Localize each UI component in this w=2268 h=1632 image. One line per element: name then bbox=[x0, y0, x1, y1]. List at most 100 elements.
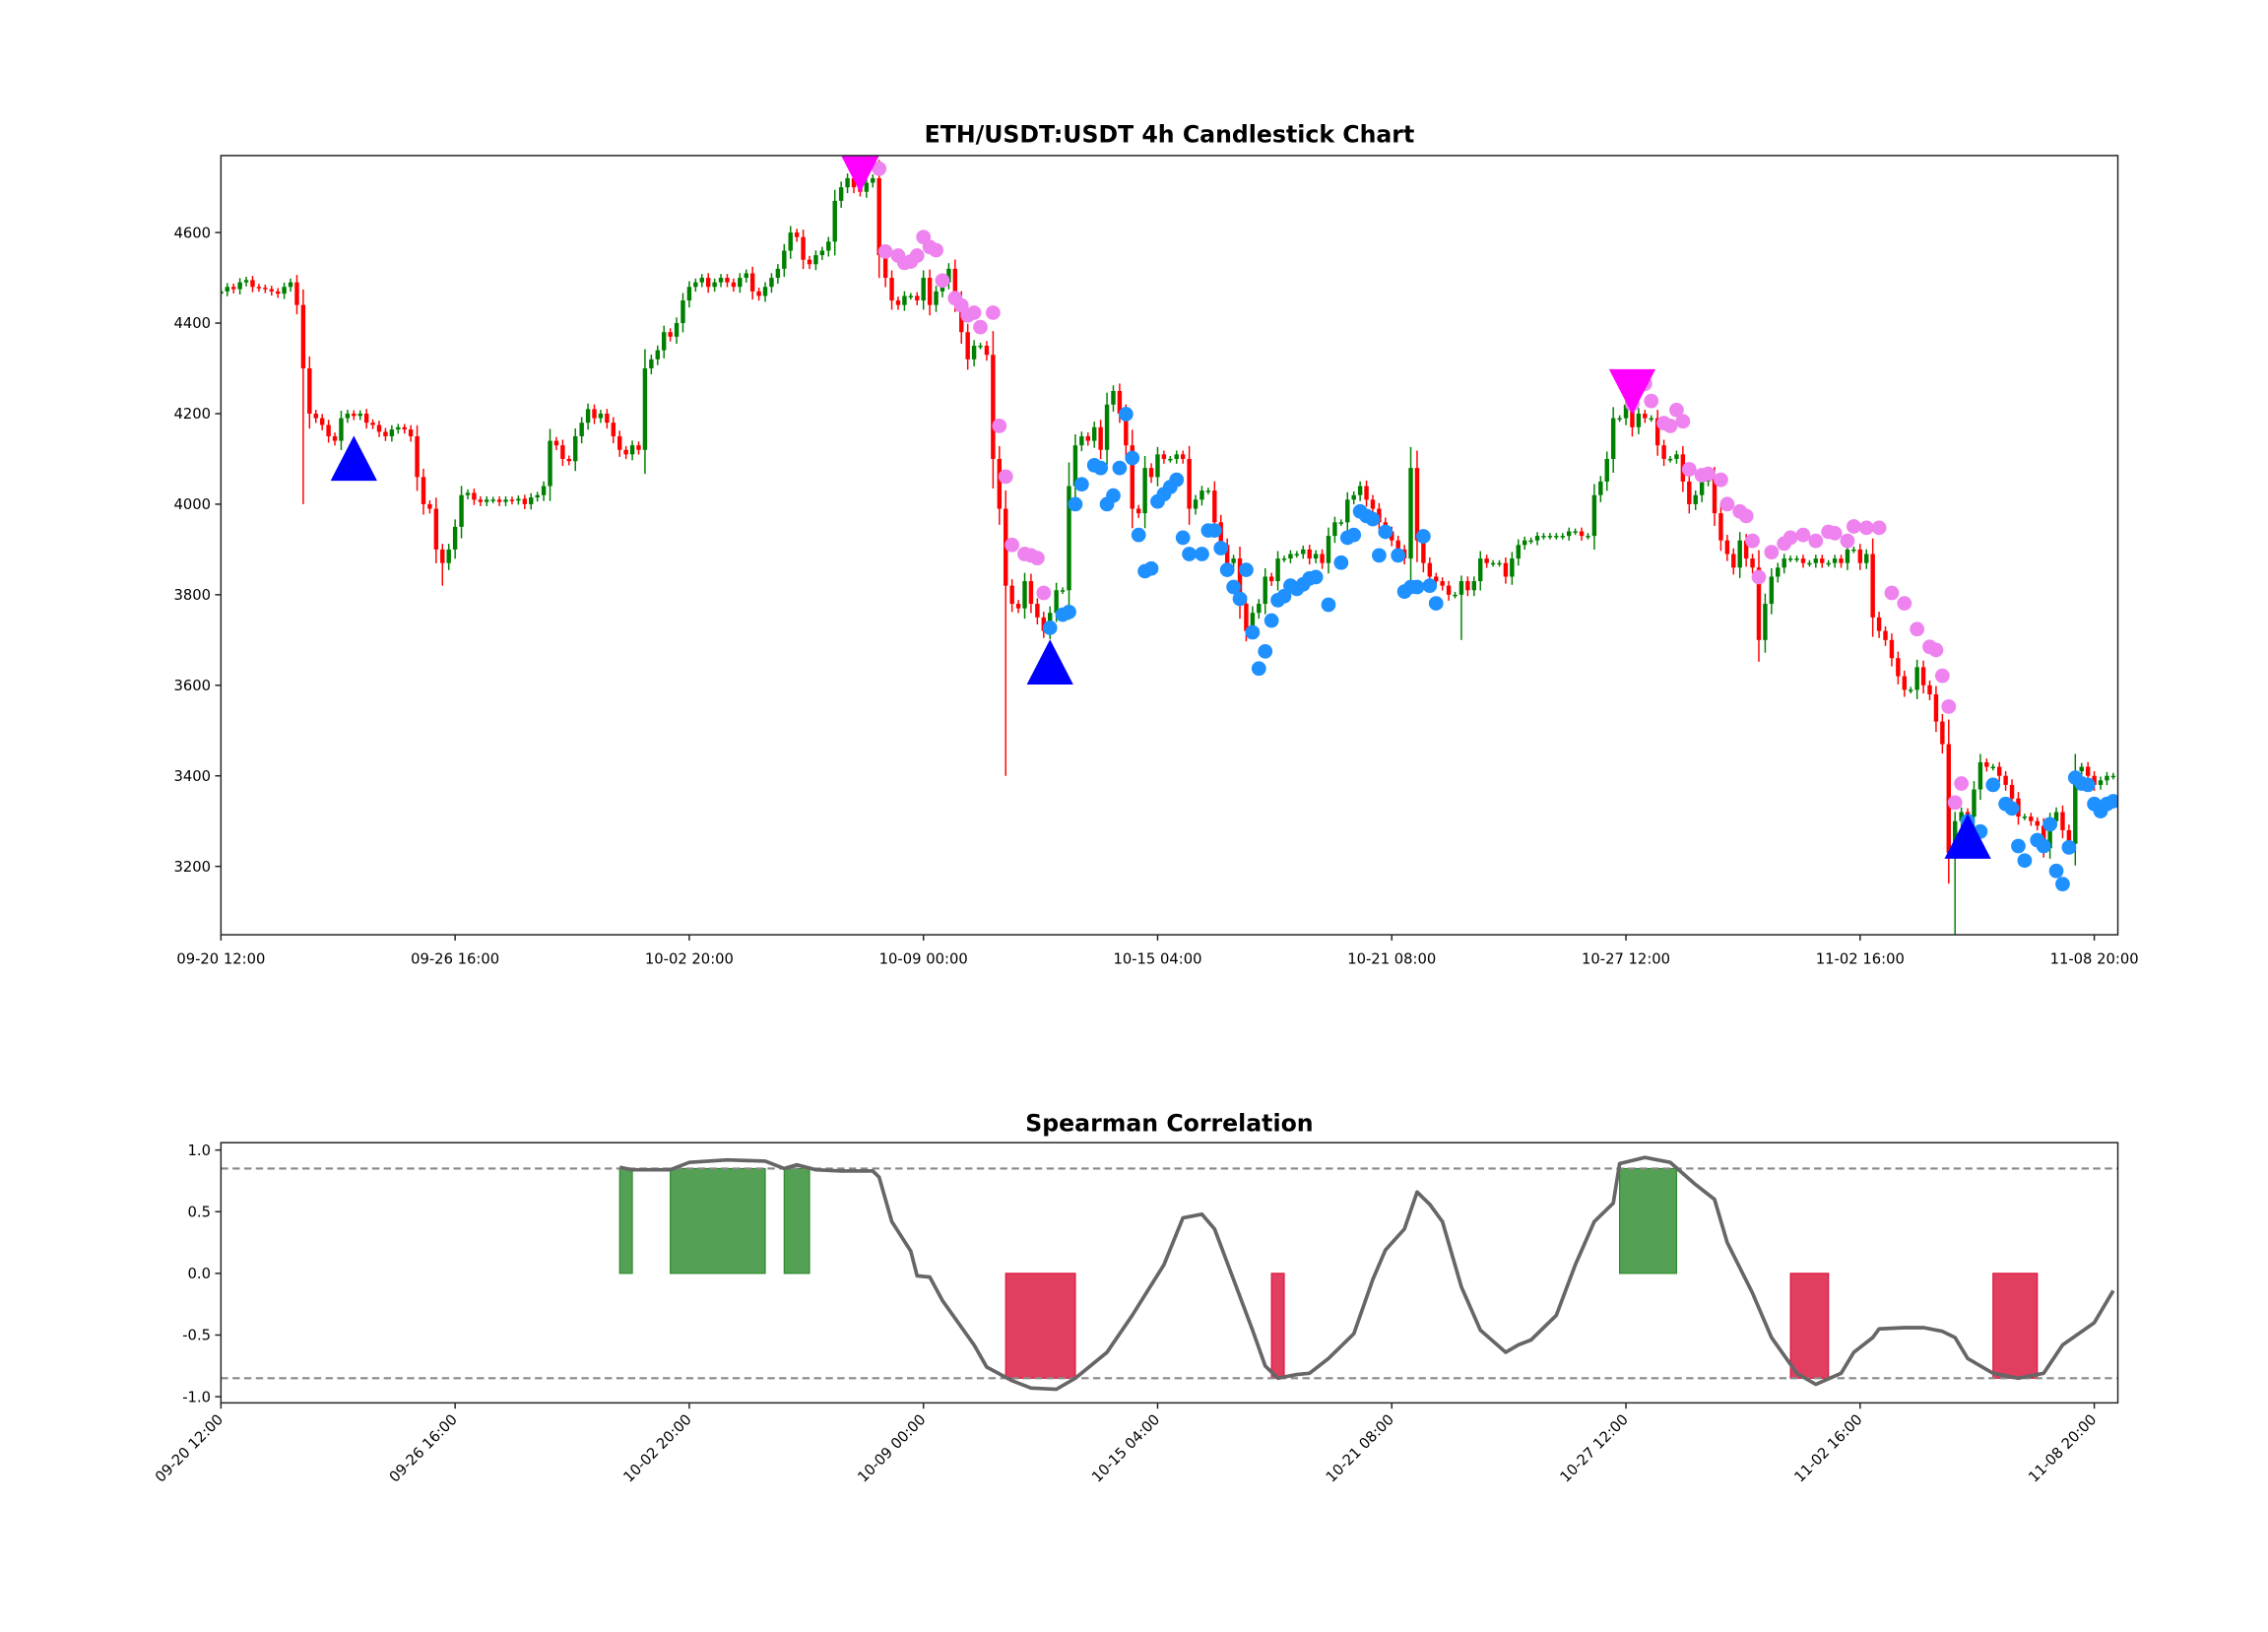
candle-body bbox=[592, 409, 597, 419]
high-dot bbox=[1910, 621, 1925, 637]
candle-body bbox=[738, 278, 743, 288]
high-dot bbox=[998, 469, 1013, 485]
candle-body bbox=[560, 445, 565, 459]
high-dot bbox=[1954, 776, 1970, 791]
candle-body bbox=[1390, 531, 1394, 541]
candle-body bbox=[1421, 540, 1426, 563]
candle-body bbox=[1579, 531, 1585, 537]
candle-body bbox=[642, 368, 648, 450]
candle-body bbox=[509, 499, 515, 501]
high-dot bbox=[966, 305, 982, 320]
low-dot bbox=[1258, 643, 1273, 659]
candle-body bbox=[2105, 775, 2109, 781]
candle-body bbox=[1212, 490, 1217, 523]
high-dot bbox=[1036, 585, 1052, 601]
candle-body bbox=[307, 368, 312, 414]
high-dot bbox=[1764, 545, 1780, 560]
candle-body bbox=[649, 359, 654, 369]
candle-body bbox=[352, 413, 356, 417]
low-dot bbox=[1118, 407, 1134, 422]
candle-body bbox=[1649, 418, 1653, 421]
candle-body bbox=[1598, 481, 1603, 495]
candle-body bbox=[1478, 558, 1483, 582]
candle-body bbox=[629, 445, 635, 455]
low-dot bbox=[1251, 661, 1266, 677]
candle-body bbox=[535, 494, 540, 498]
signal-region-positive bbox=[618, 1167, 633, 1274]
candle-body bbox=[1446, 585, 1452, 595]
candle-body bbox=[2066, 829, 2072, 844]
high-dot bbox=[1669, 402, 1684, 418]
candle-body bbox=[1009, 585, 1014, 605]
candle-body bbox=[769, 278, 774, 288]
sell-signal-triangle bbox=[841, 155, 879, 193]
candle-body bbox=[1554, 536, 1559, 538]
candle-body bbox=[611, 423, 616, 436]
candle-body bbox=[1161, 454, 1167, 459]
candle-body bbox=[1231, 558, 1236, 563]
candle-body bbox=[2003, 775, 2008, 785]
candle-body bbox=[1301, 549, 1306, 555]
candle-body bbox=[376, 424, 382, 432]
high-dot bbox=[1934, 668, 1950, 684]
x-tick-label: 09-26 16:00 bbox=[386, 1411, 461, 1486]
candle-body bbox=[705, 278, 711, 288]
candle-body bbox=[1591, 494, 1597, 537]
candle-body bbox=[1560, 536, 1565, 538]
candle-body bbox=[749, 273, 755, 292]
candle-body bbox=[775, 268, 781, 279]
candle-body bbox=[882, 255, 888, 279]
candle-body bbox=[566, 458, 572, 462]
candle-body bbox=[269, 289, 274, 292]
low-dot bbox=[1245, 624, 1261, 640]
y-tick-label: 3600 bbox=[173, 678, 211, 694]
low-dot bbox=[1308, 569, 1324, 585]
candle-body bbox=[1693, 494, 1698, 504]
candle-body bbox=[1072, 445, 1078, 487]
candle-body bbox=[871, 177, 875, 183]
high-dot bbox=[1675, 414, 1691, 429]
low-dot bbox=[1182, 547, 1197, 561]
candle-body bbox=[788, 232, 793, 251]
candle-body bbox=[1085, 435, 1090, 441]
low-dot bbox=[1106, 488, 1121, 503]
low-dot bbox=[2042, 816, 2057, 832]
candle-body bbox=[2029, 816, 2034, 821]
candle-body bbox=[1996, 766, 2002, 776]
candle-body bbox=[1124, 413, 1129, 446]
candle-body bbox=[915, 295, 920, 301]
candle-body bbox=[446, 549, 451, 563]
candle-body bbox=[1984, 761, 1989, 767]
high-dot bbox=[1840, 533, 1855, 549]
x-tick-label: 10-21 08:00 bbox=[1323, 1411, 1397, 1486]
price-chart-title: ETH/USDT:USDT 4h Candlestick Chart bbox=[925, 121, 1415, 149]
candle-body bbox=[1155, 454, 1160, 478]
candle-body bbox=[2085, 766, 2091, 776]
y-tick-label: 3400 bbox=[173, 768, 211, 785]
candle-body bbox=[813, 255, 818, 265]
candle-body bbox=[1712, 477, 1717, 514]
candle-body bbox=[1357, 486, 1363, 495]
y-tick-label: 4000 bbox=[173, 496, 211, 513]
candle-body bbox=[1920, 667, 1926, 685]
candle-body bbox=[1977, 761, 1983, 790]
candle-body bbox=[1148, 468, 1154, 478]
candle-body bbox=[1193, 499, 1199, 509]
candle-body bbox=[1345, 499, 1350, 523]
candle-body bbox=[1465, 581, 1470, 591]
candle-body bbox=[263, 288, 268, 290]
candle-body bbox=[921, 278, 926, 301]
candle-body bbox=[1990, 766, 1995, 769]
candle-body bbox=[1244, 604, 1249, 631]
y-tick-label: 1.0 bbox=[188, 1142, 211, 1159]
candle-body bbox=[1699, 481, 1705, 495]
low-dot bbox=[1073, 477, 1089, 492]
candle-body bbox=[2035, 820, 2040, 826]
candle-body bbox=[427, 503, 432, 509]
candle-body bbox=[370, 423, 375, 425]
low-dot bbox=[1985, 777, 2001, 793]
candle-body bbox=[952, 268, 958, 301]
candle-body bbox=[1674, 454, 1679, 459]
candle-body bbox=[794, 232, 800, 237]
